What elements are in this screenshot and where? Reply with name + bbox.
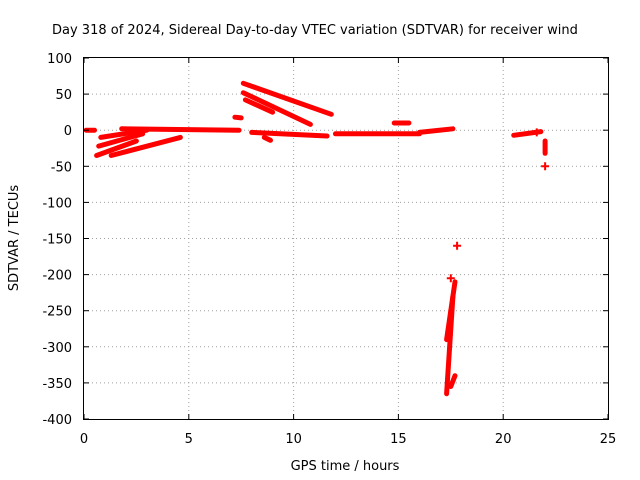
y-tick-label: 100 [47, 52, 72, 67]
data-arc [444, 279, 458, 343]
data-arc [261, 134, 273, 143]
y-tick-label: -350 [42, 377, 72, 392]
data-point [453, 241, 462, 250]
y-tick-label: -200 [42, 269, 72, 284]
data-arc [249, 129, 330, 139]
data-point [532, 128, 541, 137]
y-tick-label: -100 [42, 196, 72, 211]
x-tick-label: 15 [390, 432, 407, 447]
plot-frame [83, 57, 609, 420]
data-arc [240, 80, 334, 117]
data-arc [416, 126, 456, 135]
x-axis-label: GPS time / hours [291, 459, 400, 474]
x-tick-label: 20 [495, 432, 512, 447]
x-tick-label: 5 [185, 432, 193, 447]
x-tick-label: 25 [600, 432, 617, 447]
y-tick-label: -250 [42, 305, 72, 320]
y-tick-label: -300 [42, 341, 72, 356]
data-arc [108, 134, 183, 158]
y-tick-label: -400 [42, 413, 72, 428]
y-tick-label: 50 [55, 88, 72, 103]
data-arc [448, 373, 458, 389]
data-arc [232, 114, 244, 121]
data-arc [94, 138, 139, 158]
y-axis-label: SDTVAR / TECUs [7, 185, 22, 292]
data-arc [240, 90, 313, 127]
data-point [446, 274, 455, 283]
data-point [541, 162, 550, 171]
x-tick-label: 0 [80, 432, 88, 447]
data-arc [96, 131, 146, 149]
y-tick-label: -150 [42, 233, 72, 248]
chart-title: Day 318 of 2024, Sidereal Day-to-day VTE… [52, 23, 578, 38]
x-tick-label: 10 [285, 432, 302, 447]
y-tick-label: -50 [51, 160, 72, 175]
data-layer [83, 80, 550, 397]
grid [84, 58, 608, 419]
data-arc [119, 126, 242, 133]
y-tick-label: 0 [64, 124, 72, 139]
data-arc [242, 97, 276, 115]
axes: 0 5 10 15 20 25 100 50 0 -50 -100 -150 -200 -250 -300 -… [42, 52, 616, 447]
